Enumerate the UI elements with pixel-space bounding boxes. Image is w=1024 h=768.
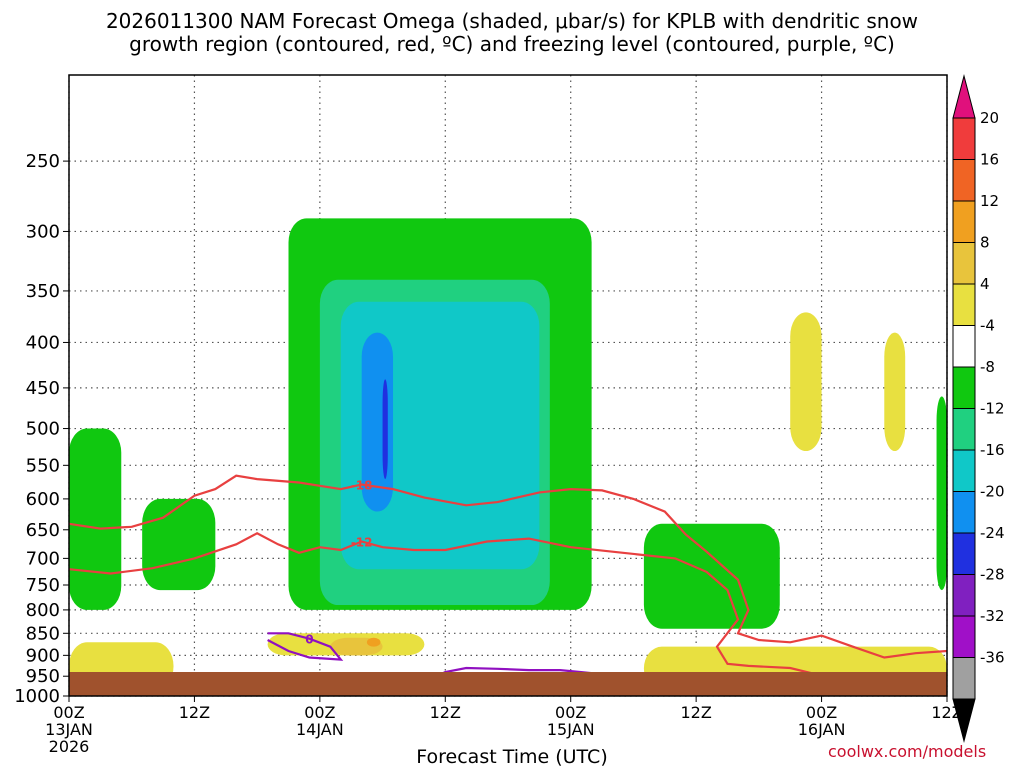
y-tick-label: 500 (26, 419, 60, 440)
freezing-contour-2 (267, 632, 344, 661)
colorbar-label: 4 (980, 275, 990, 293)
colorbar-swatch-4 (952, 283, 976, 326)
y-tick-label: 250 (26, 151, 60, 172)
colorbar-swatch-11 (952, 574, 976, 617)
colorbar-swatch-7 (952, 408, 976, 451)
omega-region-9 (790, 312, 822, 452)
x-axis-title: Forecast Time (UTC) (416, 746, 608, 768)
y-tick-label: 400 (26, 332, 60, 353)
x-tick-label: 12Z (680, 703, 711, 722)
y-tick-label: 650 (26, 520, 60, 541)
colorbar-label: 16 (980, 151, 999, 169)
colorbar-swatch-5 (952, 325, 976, 368)
x-tick-label: 12Z (179, 703, 210, 722)
colorbar-label: -12 (980, 400, 1005, 418)
x-tick-label: 2026 (49, 737, 90, 756)
colorbar-swatch-0 (952, 117, 976, 160)
x-tick-label: 00Z (304, 703, 335, 722)
colorbar-label: -24 (980, 524, 1005, 542)
colorbar-label: -16 (980, 441, 1005, 459)
x-tick-label: 00Z (53, 703, 84, 722)
pressure-axis: 2503003504004505005506006507007508008509… (14, 151, 69, 707)
y-tick-label: 450 (26, 378, 60, 399)
y-tick-label: 350 (26, 281, 60, 302)
credit-link[interactable]: coolwx.com/models (828, 742, 987, 761)
y-tick-label: 600 (26, 489, 60, 510)
y-tick-label: 300 (26, 221, 60, 242)
freezing-contour-label: 0 (305, 633, 313, 647)
colorbar-swatch-2 (952, 200, 976, 243)
colorbar-swatch-1 (952, 159, 976, 202)
colorbar-label: -4 (980, 317, 995, 335)
x-tick-label: 15JAN (547, 720, 595, 739)
colorbar-label: 12 (980, 192, 999, 210)
colorbar-swatch-13 (952, 657, 976, 700)
dendritic-contour-1 (69, 532, 947, 682)
omega-region-0 (69, 428, 122, 610)
omega-region-8 (382, 379, 388, 480)
y-tick-label: 1000 (14, 686, 60, 707)
y-tick-label: 850 (26, 623, 60, 644)
colorbar-swatch-12 (952, 615, 976, 658)
colorbar-label: -20 (980, 483, 1005, 501)
colorbar-label: -36 (980, 649, 1005, 667)
plot-frame (68, 74, 948, 697)
colorbar-bottom-arrow (952, 698, 976, 743)
chart-title-line-2: growth region (contoured, red, ºC) and f… (129, 32, 895, 56)
x-tick-label: 12Z (430, 703, 461, 722)
colorbar-swatch-8 (952, 449, 976, 492)
y-tick-label: 950 (26, 666, 60, 687)
dendritic-contour-label: -12 (351, 535, 373, 549)
x-tick-label: 00Z (555, 703, 586, 722)
colorbar-top-arrow (952, 74, 976, 119)
omega-region-1 (142, 498, 216, 591)
dendritic-contour-0 (69, 474, 947, 659)
colorbar-label: -32 (980, 607, 1005, 625)
colorbar-label: -28 (980, 566, 1005, 584)
chart-title-line-1: 2026011300 NAM Forecast Omega (shaded, μ… (105, 9, 919, 33)
colorbar-swatch-6 (952, 366, 976, 409)
colorbar-swatch-3 (952, 242, 976, 285)
colorbar-swatch-9 (952, 491, 976, 534)
x-tick-label: 16JAN (798, 720, 846, 739)
colorbar-label: -8 (980, 358, 995, 376)
colorbar-label: 8 (980, 234, 990, 252)
y-tick-label: 550 (26, 455, 60, 476)
x-tick-label: 00Z (806, 703, 837, 722)
omega-shading (69, 218, 947, 691)
dendritic-contour-label: -18 (351, 478, 373, 492)
x-tick-label: 13JAN (45, 720, 93, 739)
y-tick-label: 800 (26, 600, 60, 621)
colorbar: 20 16 12 8 4 -4 -8 -12 -16 -20 -24 -28 -32 -36 (952, 74, 1005, 743)
y-tick-label: 700 (26, 548, 60, 569)
colorbar-swatch-10 (952, 532, 976, 575)
omega-region-4 (936, 396, 947, 591)
omega-region-10 (884, 332, 906, 452)
y-tick-label: 900 (26, 645, 60, 666)
x-tick-label: 14JAN (296, 720, 344, 739)
colorbar-label: 20 (980, 109, 999, 127)
omega-region-15 (366, 637, 381, 647)
terrain-below-ground (69, 672, 947, 696)
y-tick-label: 750 (26, 575, 60, 596)
